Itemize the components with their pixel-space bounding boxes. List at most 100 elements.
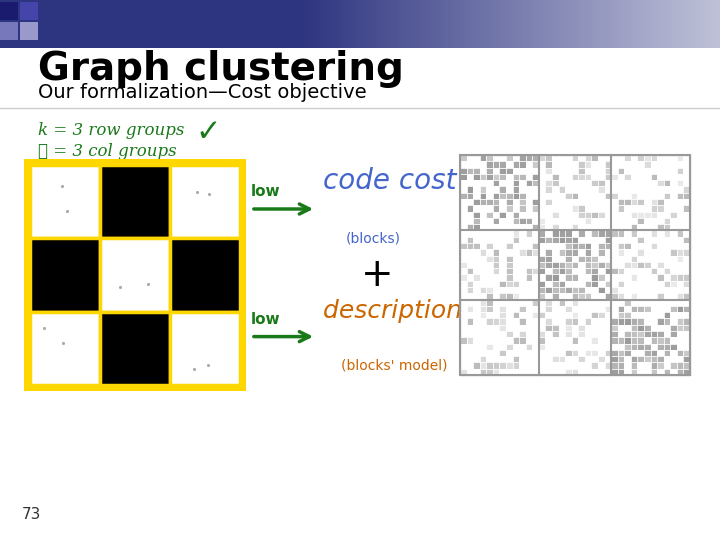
Bar xyxy=(565,193,572,199)
Bar xyxy=(467,306,473,312)
Bar xyxy=(513,193,519,199)
Text: ℓ = 3 col groups: ℓ = 3 col groups xyxy=(38,143,176,160)
Bar xyxy=(637,155,644,161)
Bar xyxy=(333,0,336,48)
Bar xyxy=(513,356,519,362)
Bar xyxy=(482,0,485,48)
Bar xyxy=(539,293,546,300)
Bar xyxy=(559,186,565,193)
Bar xyxy=(716,0,718,48)
Bar xyxy=(572,174,578,180)
Bar xyxy=(539,231,546,237)
Bar xyxy=(624,343,631,350)
Bar xyxy=(624,174,631,180)
Bar xyxy=(624,312,631,319)
Bar xyxy=(557,0,558,48)
Bar xyxy=(317,0,319,48)
Bar xyxy=(572,312,578,319)
Bar xyxy=(651,362,657,369)
Bar xyxy=(526,218,532,224)
Bar xyxy=(455,0,457,48)
Bar xyxy=(519,174,526,180)
Bar xyxy=(572,237,578,243)
Bar xyxy=(651,243,657,249)
Bar xyxy=(591,338,598,343)
Bar xyxy=(618,319,624,325)
Bar xyxy=(605,268,611,274)
Bar xyxy=(486,255,493,262)
Bar xyxy=(486,243,493,249)
Bar xyxy=(441,0,443,48)
Bar xyxy=(611,193,618,199)
Bar xyxy=(407,0,409,48)
Bar xyxy=(624,331,631,338)
Bar xyxy=(598,287,605,293)
Bar xyxy=(631,319,637,325)
Bar xyxy=(401,0,403,48)
Bar xyxy=(473,174,480,180)
Bar xyxy=(670,0,672,48)
Bar xyxy=(572,338,578,343)
Bar xyxy=(541,0,544,48)
Bar xyxy=(473,167,480,174)
Bar xyxy=(583,0,585,48)
Bar xyxy=(670,281,677,287)
Bar xyxy=(506,268,513,274)
Bar xyxy=(631,224,637,231)
Bar xyxy=(473,243,480,249)
Bar xyxy=(420,0,422,48)
Bar xyxy=(572,274,578,281)
Bar xyxy=(598,312,605,319)
Bar xyxy=(310,0,312,48)
Bar xyxy=(505,0,508,48)
Bar xyxy=(651,350,657,356)
Bar xyxy=(565,287,572,293)
Bar xyxy=(506,243,513,249)
Bar xyxy=(467,237,473,243)
Bar xyxy=(651,338,657,343)
Bar xyxy=(588,0,590,48)
Bar xyxy=(571,0,573,48)
Bar xyxy=(591,180,598,186)
Bar xyxy=(578,293,585,300)
Bar xyxy=(539,312,546,319)
Bar xyxy=(605,243,611,249)
Bar xyxy=(680,0,683,48)
Bar xyxy=(526,249,532,255)
Bar xyxy=(384,0,386,48)
Bar xyxy=(591,231,598,237)
Bar xyxy=(672,0,674,48)
Bar xyxy=(677,167,683,174)
Bar xyxy=(594,0,596,48)
Bar xyxy=(460,174,467,180)
Bar xyxy=(413,0,415,48)
Bar xyxy=(651,231,657,237)
Bar xyxy=(605,167,611,174)
Bar xyxy=(683,350,690,356)
Bar xyxy=(644,331,651,338)
Bar xyxy=(585,249,591,255)
Bar xyxy=(506,293,513,300)
Bar xyxy=(500,319,506,325)
Bar xyxy=(591,281,598,287)
Bar xyxy=(611,293,618,300)
Bar xyxy=(644,343,651,350)
Bar xyxy=(344,0,346,48)
Bar xyxy=(428,0,431,48)
Bar xyxy=(356,0,359,48)
Bar xyxy=(467,281,473,287)
Bar xyxy=(529,0,531,48)
Bar xyxy=(585,268,591,274)
Bar xyxy=(454,0,456,48)
Bar xyxy=(598,262,605,268)
Bar xyxy=(657,199,664,205)
Bar xyxy=(486,161,493,167)
Bar xyxy=(539,255,546,262)
Bar xyxy=(714,0,716,48)
Bar xyxy=(631,356,637,362)
Bar xyxy=(677,319,683,325)
Bar xyxy=(644,212,651,218)
Bar xyxy=(548,0,550,48)
Bar xyxy=(618,369,624,375)
Bar xyxy=(467,167,473,174)
